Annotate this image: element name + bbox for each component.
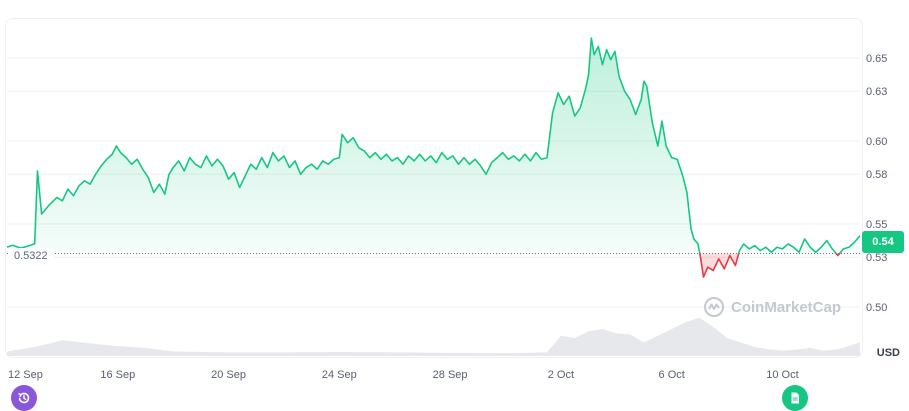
x-tick-label: 2 Oct xyxy=(548,369,574,381)
x-tick-label: 16 Sep xyxy=(100,369,135,381)
notes-button[interactable] xyxy=(782,385,808,411)
x-tick-label: 12 Sep xyxy=(8,369,43,381)
price-line-down xyxy=(698,253,841,278)
y-tick-label: 0.53 xyxy=(866,252,887,264)
y-tick-label: 0.55 xyxy=(866,219,887,231)
x-tick-label: 28 Sep xyxy=(433,369,468,381)
current-price-badge: 0.54 xyxy=(862,231,904,253)
y-tick-label: 0.58 xyxy=(866,169,887,181)
chart-frame xyxy=(5,18,863,358)
baseline-price-label: 0.5322 xyxy=(8,248,54,264)
y-tick-label: 0.60 xyxy=(866,136,887,148)
watermark-text: CoinMarketCap xyxy=(731,298,842,316)
history-icon xyxy=(18,392,30,404)
x-tick-label: 24 Sep xyxy=(322,369,357,381)
volume-area xyxy=(7,317,860,356)
y-tick-label: 0.50 xyxy=(866,302,887,314)
x-tick-label: 20 Sep xyxy=(211,369,246,381)
history-button[interactable] xyxy=(11,385,37,411)
x-tick-label: 10 Oct xyxy=(766,369,798,381)
coinmarketcap-watermark: CoinMarketCap xyxy=(703,296,841,318)
price-line-up xyxy=(6,37,861,254)
y-tick-label: 0.63 xyxy=(866,86,887,98)
currency-label: USD xyxy=(876,347,900,359)
y-tick-label: 0.65 xyxy=(866,53,887,65)
price-area-up xyxy=(7,38,860,254)
document-icon xyxy=(791,392,799,404)
coinmarketcap-logo-icon xyxy=(704,297,724,317)
x-tick-label: 6 Oct xyxy=(659,369,685,381)
price-chart[interactable]: 0.50 0.53 0.55 0.58 0.60 0.63 0.65 12 Sep 16 Sep… xyxy=(0,0,909,385)
